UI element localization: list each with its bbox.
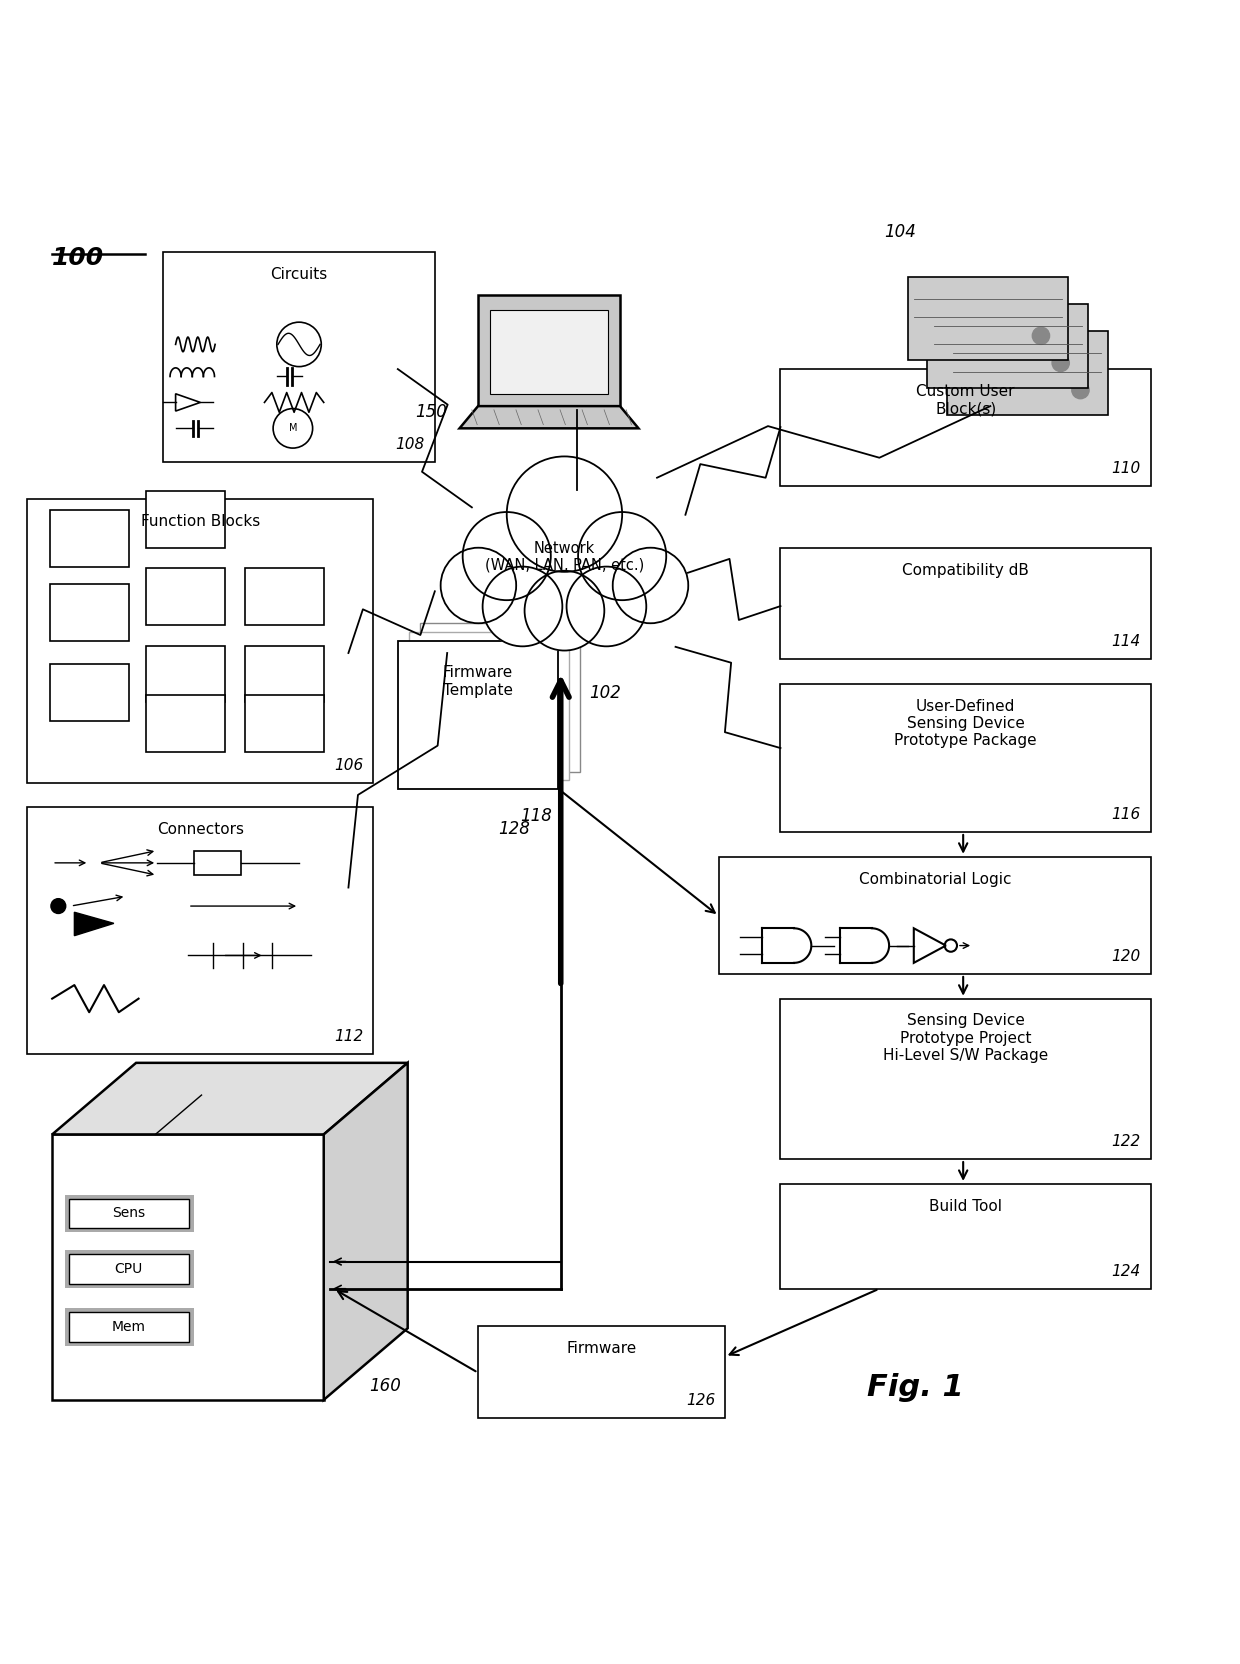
Polygon shape — [324, 1063, 408, 1399]
Text: Mem: Mem — [112, 1320, 145, 1335]
FancyBboxPatch shape — [719, 857, 1151, 973]
Text: User-Defined
Sensing Device
Prototype Package: User-Defined Sensing Device Prototype Pa… — [894, 699, 1037, 749]
Circle shape — [440, 547, 516, 624]
Circle shape — [567, 567, 646, 646]
FancyBboxPatch shape — [947, 331, 1107, 414]
FancyBboxPatch shape — [50, 664, 129, 721]
FancyBboxPatch shape — [244, 567, 324, 624]
FancyBboxPatch shape — [928, 303, 1087, 388]
Text: 106: 106 — [334, 757, 363, 772]
FancyBboxPatch shape — [146, 491, 224, 547]
FancyBboxPatch shape — [50, 509, 129, 567]
Text: M: M — [289, 423, 298, 433]
FancyBboxPatch shape — [69, 1198, 190, 1228]
Text: 112: 112 — [334, 1030, 363, 1045]
FancyBboxPatch shape — [780, 1183, 1151, 1288]
Text: 120: 120 — [1112, 948, 1141, 963]
Text: 126: 126 — [686, 1393, 715, 1408]
FancyBboxPatch shape — [780, 998, 1151, 1160]
Text: 118: 118 — [521, 807, 552, 825]
FancyBboxPatch shape — [490, 310, 608, 394]
Text: 102: 102 — [589, 684, 621, 702]
Circle shape — [1071, 381, 1089, 399]
Circle shape — [507, 456, 622, 572]
FancyBboxPatch shape — [780, 547, 1151, 659]
FancyBboxPatch shape — [69, 1313, 190, 1341]
FancyBboxPatch shape — [479, 1326, 725, 1418]
Circle shape — [51, 899, 66, 914]
FancyBboxPatch shape — [146, 567, 224, 624]
FancyBboxPatch shape — [146, 696, 224, 752]
FancyBboxPatch shape — [780, 369, 1151, 486]
FancyBboxPatch shape — [780, 684, 1151, 832]
Text: Circuits: Circuits — [270, 266, 327, 281]
Text: 110: 110 — [1112, 461, 1141, 476]
Circle shape — [1033, 328, 1049, 344]
Circle shape — [578, 513, 666, 601]
Text: 100: 100 — [52, 246, 104, 270]
Text: CPU: CPU — [114, 1261, 143, 1276]
Text: 150: 150 — [415, 403, 448, 421]
Text: 108: 108 — [396, 436, 425, 453]
Text: Network
(WAN, LAN, PAN, etc.): Network (WAN, LAN, PAN, etc.) — [485, 541, 644, 572]
Polygon shape — [74, 912, 114, 935]
Polygon shape — [52, 1135, 324, 1399]
Text: Custom User
Block(s): Custom User Block(s) — [916, 384, 1014, 416]
Text: Function Blocks: Function Blocks — [140, 514, 260, 529]
FancyBboxPatch shape — [69, 1255, 190, 1285]
FancyBboxPatch shape — [27, 807, 373, 1055]
Text: 104: 104 — [884, 223, 916, 241]
FancyBboxPatch shape — [146, 646, 224, 702]
FancyBboxPatch shape — [27, 499, 373, 782]
Polygon shape — [52, 1063, 408, 1135]
Text: Sensing Device
Prototype Project
Hi-Level S/W Package: Sensing Device Prototype Project Hi-Leve… — [883, 1013, 1048, 1063]
FancyBboxPatch shape — [420, 624, 580, 772]
Text: Combinatorial Logic: Combinatorial Logic — [858, 872, 1011, 887]
Text: Compatibility dB: Compatibility dB — [903, 562, 1029, 577]
Circle shape — [463, 513, 551, 601]
Circle shape — [482, 567, 563, 646]
FancyBboxPatch shape — [409, 632, 569, 780]
Text: 116: 116 — [1112, 807, 1141, 822]
FancyBboxPatch shape — [164, 251, 435, 461]
FancyBboxPatch shape — [908, 276, 1068, 361]
Text: Sens: Sens — [112, 1206, 145, 1220]
Text: Firmware: Firmware — [567, 1341, 636, 1356]
FancyBboxPatch shape — [244, 646, 324, 702]
FancyBboxPatch shape — [50, 584, 129, 641]
Text: 124: 124 — [1112, 1265, 1141, 1280]
Text: 128: 128 — [498, 820, 529, 839]
Text: 160: 160 — [370, 1376, 402, 1394]
Text: Connectors: Connectors — [156, 822, 244, 837]
Text: Build Tool: Build Tool — [929, 1198, 1002, 1213]
Polygon shape — [479, 295, 620, 406]
Circle shape — [1052, 354, 1069, 371]
FancyBboxPatch shape — [195, 850, 241, 875]
FancyBboxPatch shape — [244, 696, 324, 752]
Circle shape — [525, 571, 604, 651]
FancyBboxPatch shape — [64, 1250, 195, 1288]
FancyBboxPatch shape — [64, 1308, 195, 1346]
Text: 122: 122 — [1112, 1135, 1141, 1150]
FancyBboxPatch shape — [398, 641, 558, 789]
Polygon shape — [460, 406, 639, 428]
Circle shape — [613, 547, 688, 624]
FancyBboxPatch shape — [64, 1195, 195, 1231]
Text: 114: 114 — [1112, 634, 1141, 649]
Text: Firmware
Template: Firmware Template — [443, 666, 513, 697]
Text: Fig. 1: Fig. 1 — [867, 1373, 963, 1403]
